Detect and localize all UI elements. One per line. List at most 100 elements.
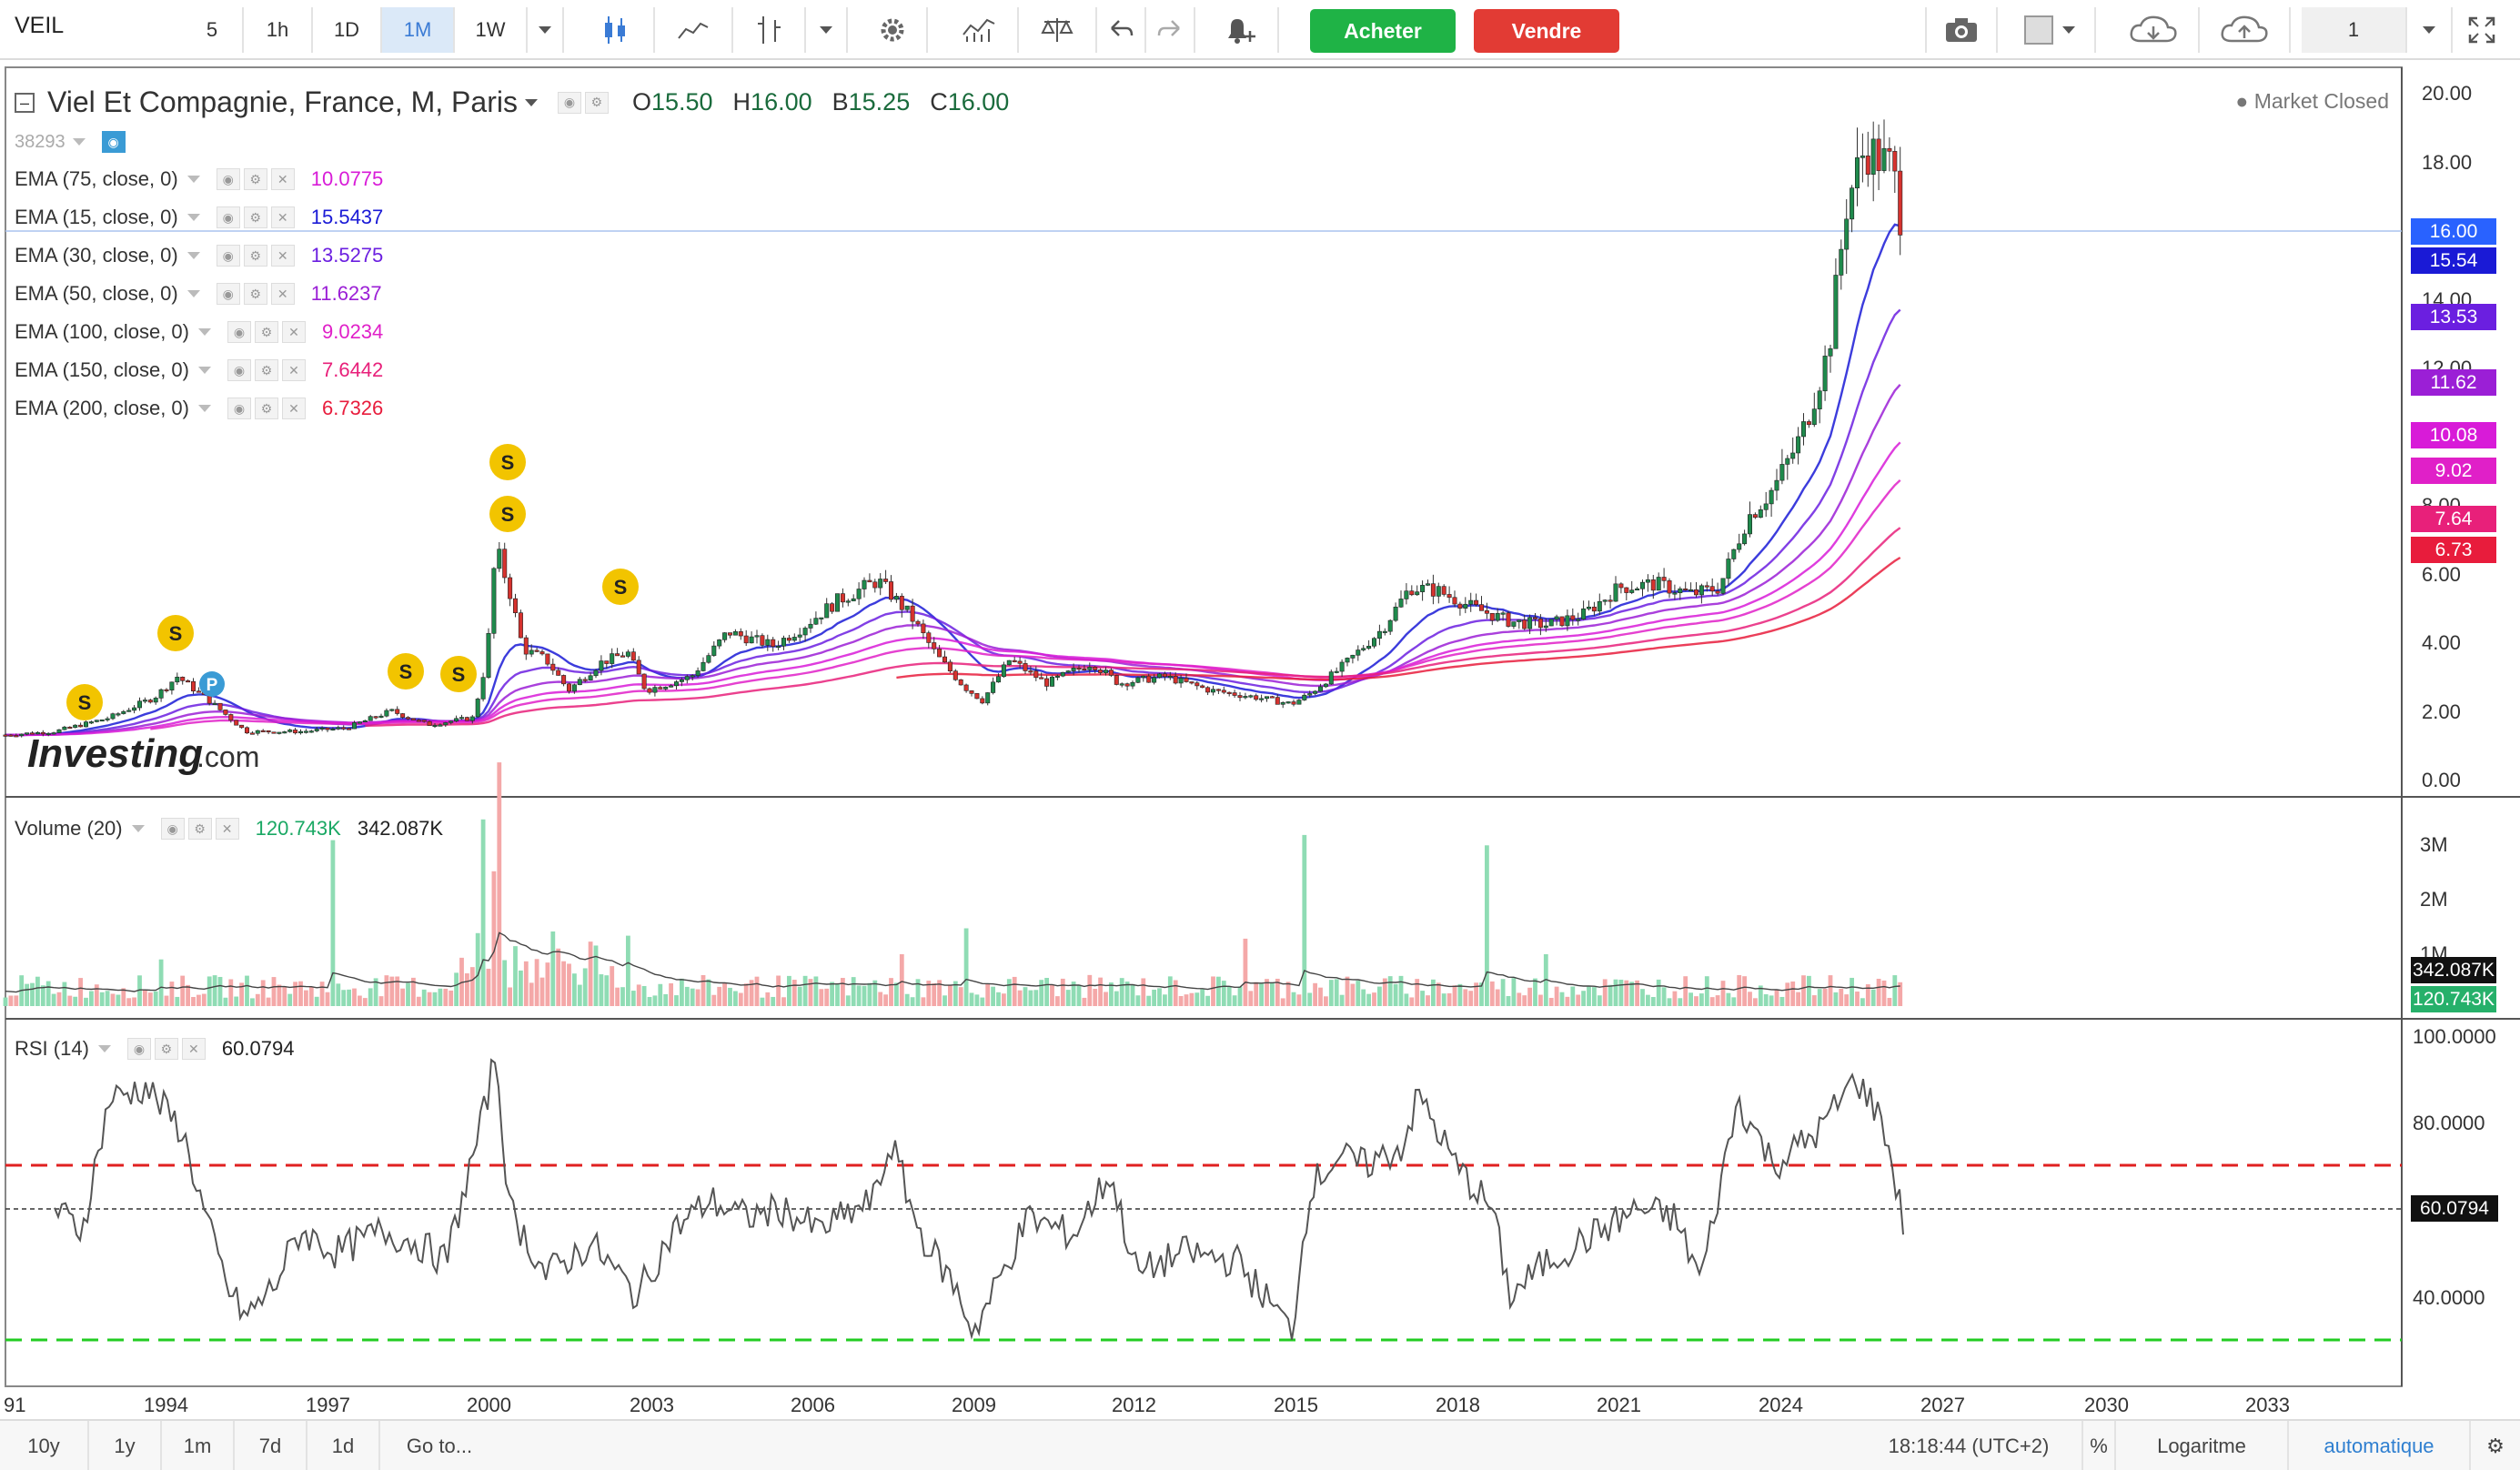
eye-icon[interactable]: ◉: [216, 245, 240, 267]
eye-icon[interactable]: ◉: [557, 91, 581, 114]
goto-button[interactable]: Go to...: [380, 1421, 499, 1470]
gear-icon[interactable]: ⚙: [584, 91, 609, 114]
percent-toggle[interactable]: %: [2083, 1421, 2116, 1470]
chevron-down-icon[interactable]: [131, 825, 145, 832]
fullscreen-button[interactable]: [2456, 7, 2507, 53]
chevron-down-icon[interactable]: [197, 367, 211, 374]
cloud-download-icon: [2130, 15, 2177, 43]
visibility-icon[interactable]: ◉: [101, 131, 126, 153]
indicators-button[interactable]: [941, 7, 1019, 53]
eye-icon[interactable]: ◉: [126, 1038, 151, 1060]
chevron-down-icon[interactable]: [197, 328, 211, 336]
buy-button[interactable]: Acheter: [1310, 9, 1456, 53]
chart-settings-button[interactable]: ⚙: [2471, 1421, 2520, 1470]
close-icon[interactable]: ✕: [281, 321, 306, 343]
volume-bar: [669, 982, 673, 1006]
redo-button[interactable]: [1146, 7, 1195, 53]
gear-icon[interactable]: ⚙: [187, 818, 212, 840]
chevron-down-icon[interactable]: [72, 138, 86, 146]
interval-1w[interactable]: 1W: [455, 7, 528, 53]
candle-body: [1104, 670, 1109, 673]
line-style-button[interactable]: [655, 7, 733, 53]
volume-bar: [717, 986, 722, 1006]
alert-button[interactable]: [1201, 7, 1279, 53]
candle-body: [1752, 514, 1758, 519]
range-7d[interactable]: 7d: [235, 1421, 307, 1470]
chevron-down-icon[interactable]: [186, 290, 200, 297]
candle-body: [132, 707, 137, 711]
close-icon[interactable]: ✕: [270, 206, 295, 228]
candle-body: [1050, 676, 1055, 687]
sell-button[interactable]: Vendre: [1474, 9, 1619, 53]
eye-icon[interactable]: ◉: [227, 398, 251, 419]
gear-icon: [881, 18, 904, 42]
screenshot-button[interactable]: [1925, 7, 1998, 53]
volume-bar: [1624, 980, 1629, 1006]
symbol-input[interactable]: VEIL: [15, 13, 65, 38]
interval-5[interactable]: 5: [182, 7, 244, 53]
volume-bar: [1860, 998, 1865, 1006]
range-1y[interactable]: 1y: [89, 1421, 162, 1470]
collapse-icon[interactable]: –: [15, 92, 35, 113]
color-picker-button[interactable]: [2005, 7, 2096, 53]
volume-bar: [1050, 984, 1054, 1006]
candle-body: [529, 649, 534, 655]
candle-body: [1785, 458, 1790, 465]
gear-icon[interactable]: ⚙: [254, 321, 278, 343]
compare-button[interactable]: [1019, 7, 1097, 53]
volume-bar: [175, 996, 180, 1006]
gear-icon[interactable]: ⚙: [254, 359, 278, 381]
close-icon[interactable]: ✕: [181, 1038, 206, 1060]
chevron-down-icon[interactable]: [186, 252, 200, 259]
close-icon[interactable]: ✕: [270, 245, 295, 267]
signal-markers: S S P S S S S S: [66, 444, 639, 720]
chevron-down-icon[interactable]: [186, 176, 200, 183]
bars-style-button[interactable]: [733, 7, 806, 53]
chevron-down-icon[interactable]: [197, 405, 211, 412]
chart-canvas[interactable]: S S P S S S S S Investing .com: [0, 60, 2520, 1419]
close-icon[interactable]: ✕: [270, 283, 295, 305]
cloud-download-button[interactable]: [2109, 7, 2200, 53]
range-1d[interactable]: 1d: [307, 1421, 380, 1470]
interval-dropdown[interactable]: [528, 7, 564, 53]
candle-body: [1806, 421, 1811, 426]
chevron-down-icon[interactable]: [97, 1045, 111, 1052]
chart-style-dropdown[interactable]: [806, 7, 848, 53]
eye-icon[interactable]: ◉: [216, 168, 240, 190]
close-icon[interactable]: ✕: [281, 398, 306, 419]
eye-icon[interactable]: ◉: [227, 359, 251, 381]
interval-1d[interactable]: 1D: [313, 7, 382, 53]
volume-bar: [1152, 989, 1156, 1006]
gear-icon[interactable]: ⚙: [154, 1038, 178, 1060]
gear-icon[interactable]: ⚙: [254, 398, 278, 419]
interval-1h[interactable]: 1h: [244, 7, 313, 53]
eye-icon[interactable]: ◉: [227, 321, 251, 343]
close-icon[interactable]: ✕: [270, 168, 295, 190]
eye-icon[interactable]: ◉: [216, 206, 240, 228]
candles-style-button[interactable]: [577, 7, 655, 53]
range-label: 1m: [183, 1435, 212, 1457]
gear-icon[interactable]: ⚙: [243, 206, 267, 228]
cloud-upload-button[interactable]: [2200, 7, 2291, 53]
eye-icon[interactable]: ◉: [160, 818, 185, 840]
layout-selector[interactable]: 1: [2302, 7, 2407, 53]
interval-1m[interactable]: 1M: [382, 7, 455, 53]
eye-icon[interactable]: ◉: [216, 283, 240, 305]
close-icon[interactable]: ✕: [281, 359, 306, 381]
chevron-down-icon[interactable]: [524, 98, 538, 106]
gear-icon[interactable]: ⚙: [243, 168, 267, 190]
gear-icon[interactable]: ⚙: [243, 283, 267, 305]
layout-dropdown[interactable]: [2407, 7, 2453, 53]
range-10y[interactable]: 10y: [0, 1421, 89, 1470]
auto-toggle[interactable]: automatique: [2289, 1421, 2471, 1470]
range-1m[interactable]: 1m: [162, 1421, 235, 1470]
settings-button[interactable]: [859, 7, 928, 53]
range-label: 1d: [331, 1435, 355, 1457]
close-icon[interactable]: ✕: [215, 818, 239, 840]
volume-bar: [56, 992, 62, 1006]
candle-body: [116, 713, 121, 716]
log-toggle[interactable]: Logaritme: [2116, 1421, 2289, 1470]
undo-button[interactable]: [1097, 7, 1146, 53]
chevron-down-icon[interactable]: [186, 214, 200, 221]
gear-icon[interactable]: ⚙: [243, 245, 267, 267]
